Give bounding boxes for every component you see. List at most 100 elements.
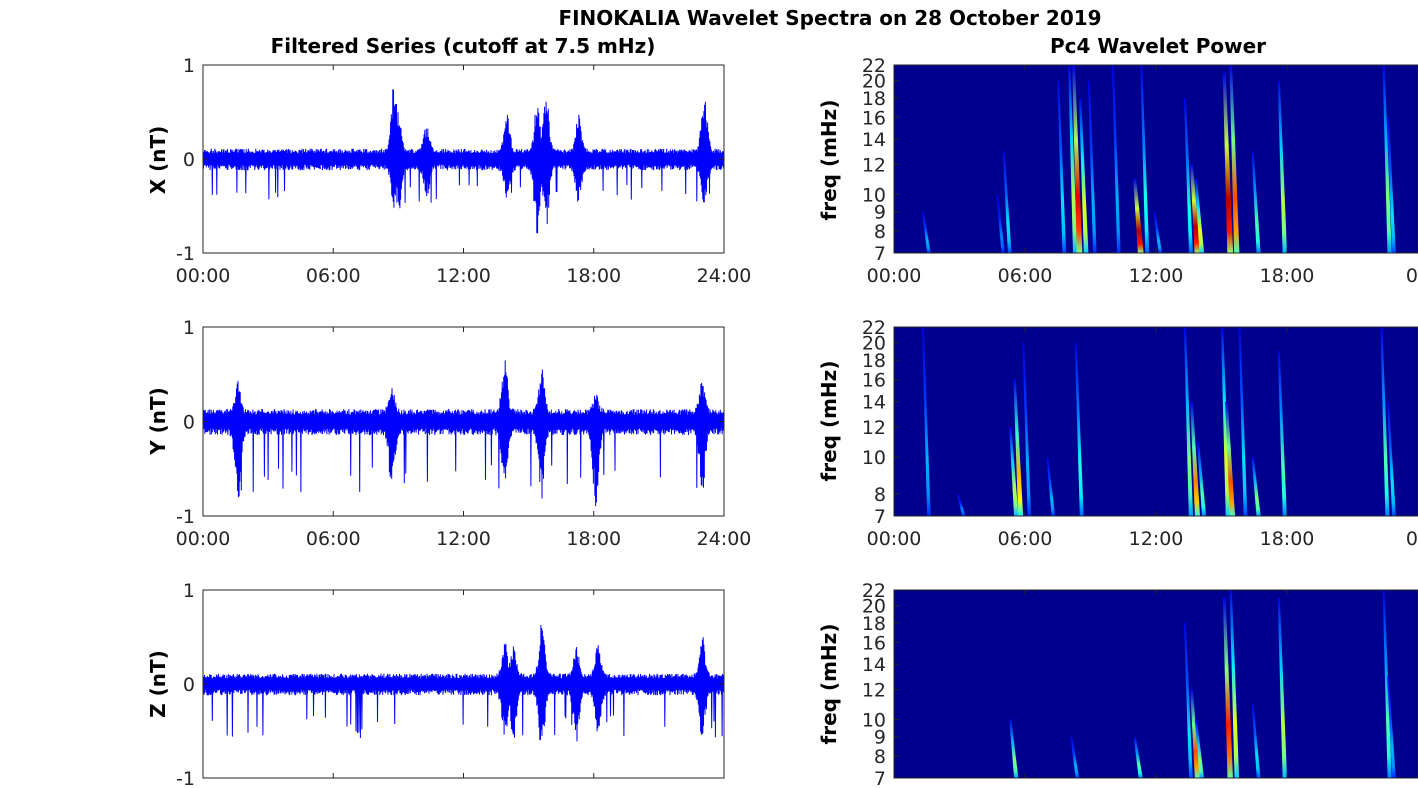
- x-wavelet-ytick-label: 8: [874, 221, 886, 243]
- y-wavelet-xtick-label: 18:00: [1260, 528, 1315, 550]
- y-wavelet-ytick-label: 10: [862, 447, 886, 469]
- y-wavelet-ytick-label: 20: [862, 333, 886, 355]
- z-series-ytick-label: 0: [183, 674, 195, 696]
- x-wavelet-xtick-label: 18:00: [1260, 265, 1315, 287]
- y-wavelet-ytick-label: 8: [874, 484, 886, 506]
- z-series-line: [203, 624, 724, 742]
- z-wavelet-ytick-label: 16: [862, 632, 886, 654]
- y-series-ytick-label: 1: [183, 317, 195, 339]
- y-wavelet-ytick-label: 22: [862, 317, 886, 339]
- y-wavelet-event-streak: [1251, 457, 1261, 516]
- z-wavelet-event-streak: [1194, 719, 1204, 778]
- x-wavelet-event-streak: [1194, 178, 1205, 253]
- x-wavelet-event-streak: [1140, 65, 1150, 253]
- y-wavelet-event-streak: [1380, 327, 1390, 516]
- z-wavelet-event-streak: [1070, 736, 1080, 778]
- y-wavelet-event-streak: [922, 327, 931, 516]
- z-wavelet-event-streak: [1387, 676, 1396, 778]
- x-freq-ylabel: freq (mHz): [817, 100, 841, 221]
- y-freq-ylabel: freq (mHz): [817, 361, 841, 482]
- y-wavelet-event-streak: [1074, 342, 1084, 516]
- y-wavelet-ytick-label: 12: [862, 417, 886, 439]
- x-wavelet-xtick-label: 00:00: [867, 265, 922, 287]
- x-series-xtick-label: 12:00: [436, 265, 491, 287]
- z-wavelet-ytick-label: 18: [862, 613, 886, 635]
- x-wavelet-event-streak: [996, 194, 1005, 253]
- y-filtered-series-panel: Y (nT) 1 0 -100:00 06:00 12:00 18:00 24:00: [146, 317, 751, 550]
- z-wavelet-event-streak: [1277, 597, 1288, 778]
- y-wavelet-event-streak: [1197, 441, 1207, 516]
- z-axis-ylabel: Z (nT): [146, 650, 170, 718]
- z-wavelet-ytick-label: 10: [862, 709, 886, 731]
- y-wavelet-xtick-label: 00:00: [867, 528, 922, 550]
- x-wavelet-xtick-label: 06:00: [998, 265, 1053, 287]
- x-series-xtick-label: 06:00: [306, 265, 361, 287]
- x-series-ytick-label: 0: [183, 149, 195, 171]
- x-wavelet-event-streak: [1183, 97, 1193, 253]
- z-wavelet-event-streak: [1222, 597, 1233, 778]
- z-freq-ylabel: freq (mHz): [817, 624, 841, 745]
- x-wavelet-event-streak: [1002, 151, 1012, 253]
- x-wavelet-event-streak: [1229, 65, 1240, 253]
- y-wavelet-ytick-label: 18: [862, 350, 886, 372]
- x-wavelet-ytick-label: 16: [862, 107, 886, 129]
- z-wavelet-event-streak: [1009, 719, 1019, 778]
- z-wavelet-ytick-label: 12: [862, 680, 886, 702]
- y-wavelet-event-streak: [1190, 401, 1201, 516]
- y-wavelet-event-streak: [1238, 327, 1248, 516]
- y-series-ytick-label: 0: [183, 412, 195, 434]
- z-wavelet-ytick-label: 14: [862, 654, 886, 676]
- x-wavelet-event-streak: [1068, 65, 1078, 253]
- y-wavelet-xtick-label: 00: [1406, 528, 1418, 550]
- z-wavelet-ytick-label: 9: [874, 727, 886, 749]
- x-wavelet-ytick-label: 9: [874, 202, 886, 224]
- y-wavelet-xtick-label: 12:00: [1129, 528, 1184, 550]
- y-wavelet-event-streak: [1277, 351, 1287, 516]
- left-column-title: Filtered Series (cutoff at 7.5 mHz): [271, 34, 656, 58]
- x-series-ytick-label: -1: [176, 243, 195, 265]
- x-wavelet-event-streak: [1222, 72, 1234, 253]
- z-wavelet-ytick-label: 7: [874, 768, 886, 788]
- z-wavelet-event-streak: [1184, 622, 1193, 778]
- z-wavelet-event-streak: [1133, 736, 1143, 778]
- figure-title: FINOKALIA Wavelet Spectra on 28 October …: [558, 6, 1101, 30]
- z-wavelet-ytick-label: 8: [874, 746, 886, 768]
- x-series-xtick-label: 18:00: [566, 265, 621, 287]
- x-wavelet-event-streak: [1072, 65, 1083, 253]
- x-wavelet-event-streak: [1190, 164, 1201, 253]
- x-wavelet-events: [922, 65, 1396, 253]
- x-wavelet-ytick-label: 18: [862, 88, 886, 110]
- x-wavelet-event-streak: [1133, 178, 1144, 253]
- x-wavelet-event-streak: [1382, 65, 1392, 253]
- z-wavelet-ytick-label: 20: [862, 596, 886, 618]
- y-wavelet-event-streak: [1013, 379, 1024, 516]
- y-wavelet-ytick-label: 16: [862, 370, 886, 392]
- y-wavelet-xtick-label: 06:00: [998, 528, 1053, 550]
- y-series-xtick-label: 00:00: [176, 528, 231, 550]
- x-wavelet-xtick-label: 12:00: [1129, 265, 1184, 287]
- x-wavelet-event-streak: [1087, 80, 1097, 253]
- y-series-xtick-label: 18:00: [566, 528, 621, 550]
- z-wavelet-event-streak: [1229, 590, 1240, 778]
- z-wavelet-event-streak: [1382, 590, 1392, 778]
- x-series-xtick-label: 00:00: [176, 265, 231, 287]
- z-wavelet-event-streak: [1190, 689, 1201, 778]
- x-wavelet-event-streak: [1387, 117, 1396, 253]
- x-wavelet-ytick-label: 22: [862, 55, 886, 77]
- y-series-xtick-label: 24:00: [697, 528, 752, 550]
- z-filtered-series-panel: Z (nT) 1 0 -1: [146, 580, 725, 788]
- x-wavelet-event-streak: [922, 211, 931, 253]
- x-wavelet-event-streak: [1057, 80, 1067, 253]
- y-wavelet-event-streak: [1225, 401, 1236, 516]
- y-series-xtick-label: 12:00: [436, 528, 491, 550]
- x-wavelet-ytick-label: 10: [862, 184, 886, 206]
- z-wavelet-ytick-label: 22: [862, 580, 886, 602]
- x-wavelet-event-streak: [1251, 151, 1261, 253]
- y-wavelet-event-streak: [957, 493, 966, 516]
- x-wavelet-ytick-label: 12: [862, 155, 886, 177]
- x-wavelet-ytick-label: 7: [874, 243, 886, 265]
- x-wavelet-event-streak: [1111, 65, 1121, 253]
